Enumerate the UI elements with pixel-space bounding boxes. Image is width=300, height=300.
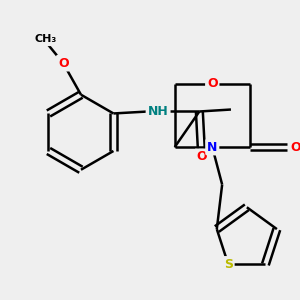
Text: N: N: [207, 140, 217, 154]
Text: O: O: [58, 57, 68, 70]
Text: S: S: [224, 258, 233, 271]
Text: O: O: [196, 150, 207, 164]
Text: O: O: [207, 77, 217, 90]
Text: NH: NH: [148, 105, 168, 118]
Text: O: O: [290, 140, 300, 154]
Text: CH₃: CH₃: [34, 34, 56, 44]
